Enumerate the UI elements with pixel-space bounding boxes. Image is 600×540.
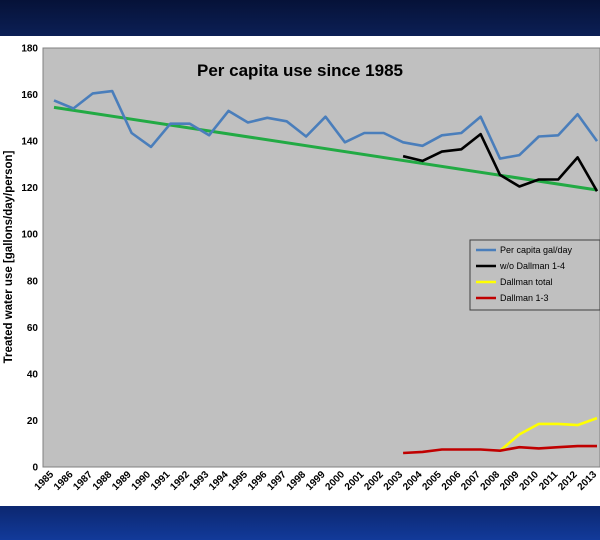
x-tick-label: 1999 (304, 469, 328, 493)
y-axis-label: Treated water use [gallons/day/person] (3, 150, 15, 363)
x-tick-label: 2003 (382, 469, 406, 493)
x-tick-label: 1991 (149, 469, 173, 493)
y-tick-label: 40 (27, 369, 39, 380)
x-tick-label: 1997 (265, 469, 289, 493)
bottom-banner (0, 506, 600, 540)
y-tick-label: 20 (27, 416, 39, 427)
series-line-3 (499, 416, 598, 452)
y-tick-label: 0 (32, 463, 38, 474)
x-tick-label: 2013 (576, 469, 600, 493)
legend: Per capita gal/day w/o Dallman 1-4 Dallman… (469, 239, 600, 311)
x-tick-label: 2000 (324, 469, 348, 493)
y-tick-label: 60 (27, 323, 39, 334)
trendline (53, 105, 598, 192)
x-tick-label: 1986 (52, 469, 76, 493)
x-tick-label: 1995 (227, 469, 251, 493)
line-chart: 0 20 40 60 80 100 120 140 160 180 198519861987198… (3, 44, 600, 493)
legend-label: w/o Dallman 1-4 (499, 261, 565, 271)
x-tick-label: 2011 (537, 469, 560, 492)
y-tick-label: 180 (21, 44, 38, 55)
x-tick-label: 2001 (343, 469, 367, 493)
x-tick-label: 1998 (285, 469, 309, 493)
x-tick-label: 2009 (498, 469, 522, 493)
y-axis: 0 20 40 60 80 100 120 140 160 180 (21, 44, 38, 474)
x-tick-label: 1996 (246, 469, 270, 493)
legend-label: Per capita gal/day (500, 245, 573, 255)
x-tick-label: 1993 (188, 469, 212, 493)
y-tick-label: 80 (27, 276, 39, 287)
x-tick-label: 1994 (207, 469, 231, 493)
x-tick-label: 2006 (440, 469, 464, 493)
x-tick-label: 1989 (110, 469, 134, 493)
x-tick-label: 2008 (479, 469, 503, 493)
x-tick-label: 2004 (401, 469, 425, 493)
series-line-4 (403, 444, 597, 455)
y-tick-label: 140 (21, 137, 38, 148)
top-banner (0, 0, 600, 36)
x-tick-label: 1987 (71, 469, 95, 493)
x-axis: 1985198619871988198919901991199219931994… (33, 469, 600, 493)
y-tick-label: 100 (21, 230, 38, 241)
x-tick-label: 2010 (517, 469, 541, 493)
series-line-2 (402, 132, 599, 192)
y-tick-label: 120 (21, 183, 38, 194)
x-tick-label: 1988 (91, 469, 115, 493)
x-tick-label: 2002 (362, 469, 386, 493)
series-line-1 (53, 89, 599, 160)
x-tick-label: 2005 (420, 469, 444, 493)
legend-label: Dallman total (500, 277, 553, 287)
legend-label: Dallman 1-3 (500, 293, 549, 303)
x-tick-label: 1992 (168, 469, 192, 493)
chart-title: Per capita use since 1985 (197, 61, 403, 80)
series-layer (53, 89, 599, 455)
y-tick-label: 160 (21, 90, 38, 101)
x-tick-label: 1990 (130, 469, 154, 493)
x-tick-label: 2007 (459, 469, 483, 493)
x-tick-label: 2012 (556, 469, 580, 493)
